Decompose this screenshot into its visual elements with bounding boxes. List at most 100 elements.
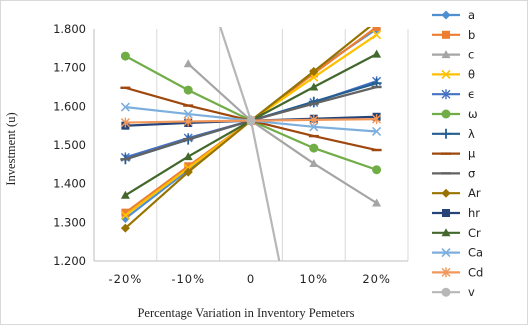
legend-label: Ca xyxy=(468,246,483,260)
y-tick-label: 1.800 xyxy=(53,22,86,36)
legend-label: a xyxy=(468,8,475,22)
legend-label: σ xyxy=(468,166,475,180)
data-point xyxy=(121,208,130,217)
legend-entry: Cd xyxy=(432,265,483,279)
series-14 xyxy=(219,27,281,261)
data-point xyxy=(120,51,130,61)
y-tick-label: 1.400 xyxy=(53,177,86,191)
data-point xyxy=(309,143,319,153)
data-point xyxy=(183,152,193,161)
legend-entry: a xyxy=(432,8,475,22)
legend-marker xyxy=(441,152,451,155)
y-tick-label: 1.200 xyxy=(53,254,86,268)
x-tick-label: 10% xyxy=(300,272,329,286)
data-point xyxy=(372,27,381,32)
legend-entry: λ xyxy=(432,127,475,141)
y-tick-label: 1.500 xyxy=(53,138,86,152)
legend-marker xyxy=(441,69,451,79)
legend-entry: Cr xyxy=(432,226,481,240)
data-point xyxy=(371,148,382,152)
data-point xyxy=(308,102,319,105)
legend-marker xyxy=(441,128,451,139)
legend-label: θ xyxy=(468,67,475,81)
data-point xyxy=(183,116,193,127)
legend-label: ϵ xyxy=(468,87,475,101)
legend-label: c xyxy=(468,48,474,62)
legend-label: μ xyxy=(468,147,476,161)
data-point xyxy=(309,82,319,91)
x-tick-label: -10% xyxy=(171,272,205,286)
data-point xyxy=(309,159,319,168)
legend-label: λ xyxy=(468,127,475,141)
legend-entry: ϵ xyxy=(432,87,475,101)
data-point xyxy=(120,102,130,112)
data-point xyxy=(120,86,131,89)
data-point xyxy=(120,190,130,199)
legend-marker xyxy=(441,228,451,237)
legend-entry: v xyxy=(432,285,475,299)
legend-marker xyxy=(441,188,451,198)
data-point xyxy=(372,198,382,207)
data-point xyxy=(120,210,130,220)
legend-entry: hr xyxy=(432,206,480,220)
data-point xyxy=(120,117,130,128)
data-point xyxy=(372,114,382,125)
data-point xyxy=(183,59,193,68)
data-point xyxy=(309,122,319,132)
data-point xyxy=(372,165,382,175)
data-point xyxy=(308,134,319,138)
legend-label: Cd xyxy=(468,265,483,279)
legend-marker xyxy=(441,109,451,119)
legend-entry: Ar xyxy=(432,186,481,200)
data-point xyxy=(372,126,382,137)
series-5 xyxy=(120,51,382,175)
legend-label: b xyxy=(468,28,475,42)
legend-entry: b xyxy=(432,28,475,42)
legend-label: ω xyxy=(468,107,478,121)
data-point xyxy=(183,109,193,119)
y-tick-label: 1.700 xyxy=(53,61,86,75)
legend-entry: μ xyxy=(432,147,476,161)
legend-label: Ar xyxy=(468,186,481,200)
legend-marker xyxy=(441,172,451,175)
y-axis-title: Investment (u) xyxy=(4,112,18,185)
x-axis-title: Percentage Variation in Inventory Pemete… xyxy=(137,306,354,320)
legend-marker xyxy=(441,248,451,258)
legend-marker xyxy=(442,30,450,39)
data-point xyxy=(309,67,319,77)
legend-marker xyxy=(441,10,451,20)
legend-entry: ω xyxy=(432,107,478,121)
data-point xyxy=(120,158,131,161)
legend-label: v xyxy=(468,285,475,299)
legend-entry: c xyxy=(432,48,474,62)
legend-entry: σ xyxy=(432,166,475,180)
x-tick-label: 20% xyxy=(362,272,391,286)
y-tick-label: 1.600 xyxy=(53,99,86,113)
legend-marker xyxy=(441,89,451,100)
y-tick-label: 1.300 xyxy=(53,215,86,229)
series-line xyxy=(187,62,378,204)
legend-entry: θ xyxy=(432,67,475,81)
data-point xyxy=(184,162,193,171)
legend-label: Cr xyxy=(468,226,481,240)
data-point xyxy=(183,138,194,141)
data-point xyxy=(372,17,381,26)
data-point xyxy=(246,116,256,126)
x-tick-label: -20% xyxy=(109,272,143,286)
legend-marker xyxy=(441,287,451,297)
data-point xyxy=(183,85,193,95)
data-point xyxy=(372,30,382,40)
data-point xyxy=(183,104,194,107)
legend-marker xyxy=(441,267,451,278)
line-chart: 1.200 1.300 1.400 1.500 1.600 1.700 1.800 -20% -… xyxy=(4,8,483,320)
legend-marker xyxy=(442,209,450,217)
data-point xyxy=(371,85,382,89)
x-tick-label: 0 xyxy=(247,272,255,286)
legend-label: hr xyxy=(468,206,480,220)
data-point xyxy=(120,223,130,233)
data-point xyxy=(372,49,382,58)
legend-marker xyxy=(441,50,451,59)
data-point xyxy=(309,114,319,125)
data-point xyxy=(183,167,193,177)
